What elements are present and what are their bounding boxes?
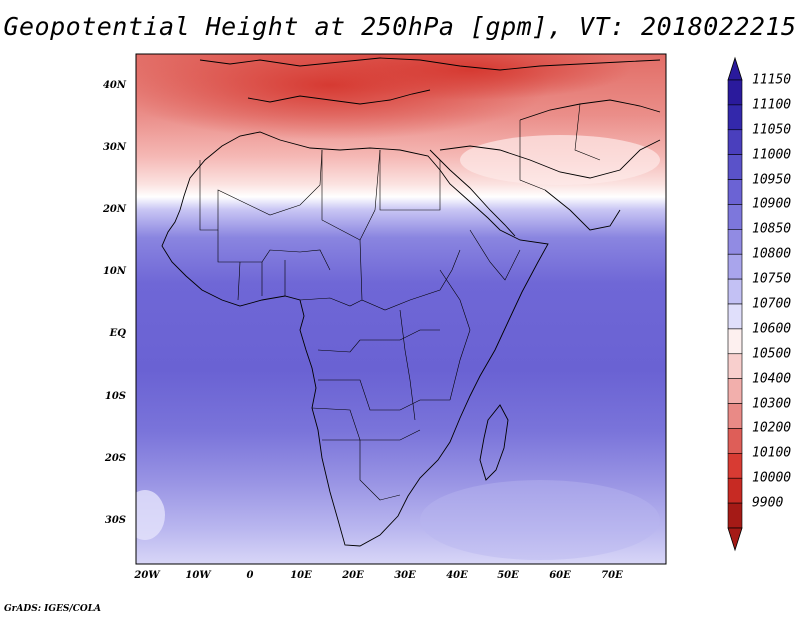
colorbar-bottom-arrow [727, 527, 743, 552]
colorbar-top-arrow [727, 56, 743, 81]
colorbar-level-label: 10500 [752, 346, 792, 362]
colorbar-swatch [727, 477, 743, 504]
colorbar-swatch [727, 353, 743, 379]
lat-label: 20S [104, 453, 126, 464]
plot-title: Geopotential Height at 250hPa [gpm], VT:… [3, 12, 797, 41]
colorbar-level-label: 9900 [752, 495, 784, 511]
colorbar-level-label: 10900 [752, 196, 792, 212]
height-field [136, 54, 666, 564]
colorbar-level-label: 11000 [752, 147, 792, 163]
lon-label: 10E [290, 570, 312, 581]
colorbar-level-label: 10400 [752, 371, 792, 387]
colorbar-level-label: 11150 [752, 72, 792, 88]
colorbar-level-label: 10600 [752, 321, 792, 337]
colorbar-level-label: 10700 [752, 296, 792, 312]
colorbar-swatch [727, 453, 743, 479]
colorbar-level-label: 10950 [752, 172, 792, 188]
colorbar-swatch [727, 403, 743, 429]
colorbar-swatch [727, 328, 743, 355]
colorbar-level-label: 10300 [752, 396, 792, 412]
colorbar-level-label: 10750 [752, 271, 792, 287]
lat-label: 30N [102, 142, 126, 153]
colorbar-swatch [727, 129, 743, 155]
credit-text: GrADS: IGES/COLA [4, 604, 102, 614]
colorbar-swatch [727, 378, 743, 404]
colorbar-swatch [727, 204, 743, 230]
lat-label: 10S [104, 391, 126, 402]
plot-frame [135, 53, 667, 565]
colorbar-swatch [727, 428, 743, 454]
lat-label: 20N [102, 204, 126, 215]
colorbar [727, 56, 743, 552]
lat-label: 30S [104, 515, 126, 526]
lon-label: 50E [497, 570, 519, 581]
lon-label: 20E [342, 570, 364, 581]
lon-label: 40E [446, 570, 468, 581]
colorbar-swatch [727, 154, 743, 180]
colorbar-swatch [727, 502, 743, 529]
colorbar-swatch [727, 278, 743, 305]
colorbar-level-label: 10200 [752, 420, 792, 436]
lon-label: 20W [134, 570, 160, 581]
colorbar-swatch [727, 104, 743, 131]
colorbar-level-label: 10100 [752, 445, 792, 461]
lon-label: 30E [394, 570, 416, 581]
colorbar-swatch [727, 303, 743, 330]
colorbar-swatch [727, 229, 743, 255]
lat-label: 10N [102, 266, 126, 277]
lon-label: 70E [601, 570, 623, 581]
colorbar-level-label: 10000 [752, 470, 792, 486]
colorbar-level-label: 11050 [752, 122, 792, 138]
borders [199, 103, 601, 501]
colorbar-level-label: 10850 [752, 221, 792, 237]
colorbar-level-label: 10800 [752, 246, 792, 262]
lon-label: 60E [549, 570, 571, 581]
lat-label: EQ [109, 328, 126, 339]
colorbar-swatch [727, 179, 743, 205]
lat-label: 40N [102, 80, 126, 91]
colorbar-swatch [727, 79, 743, 106]
colorbar-swatch [727, 253, 743, 280]
coastlines [161, 57, 661, 547]
colorbar-level-label: 11100 [752, 97, 792, 113]
lon-label: 0 [246, 570, 254, 581]
lon-label: 10W [185, 570, 211, 581]
